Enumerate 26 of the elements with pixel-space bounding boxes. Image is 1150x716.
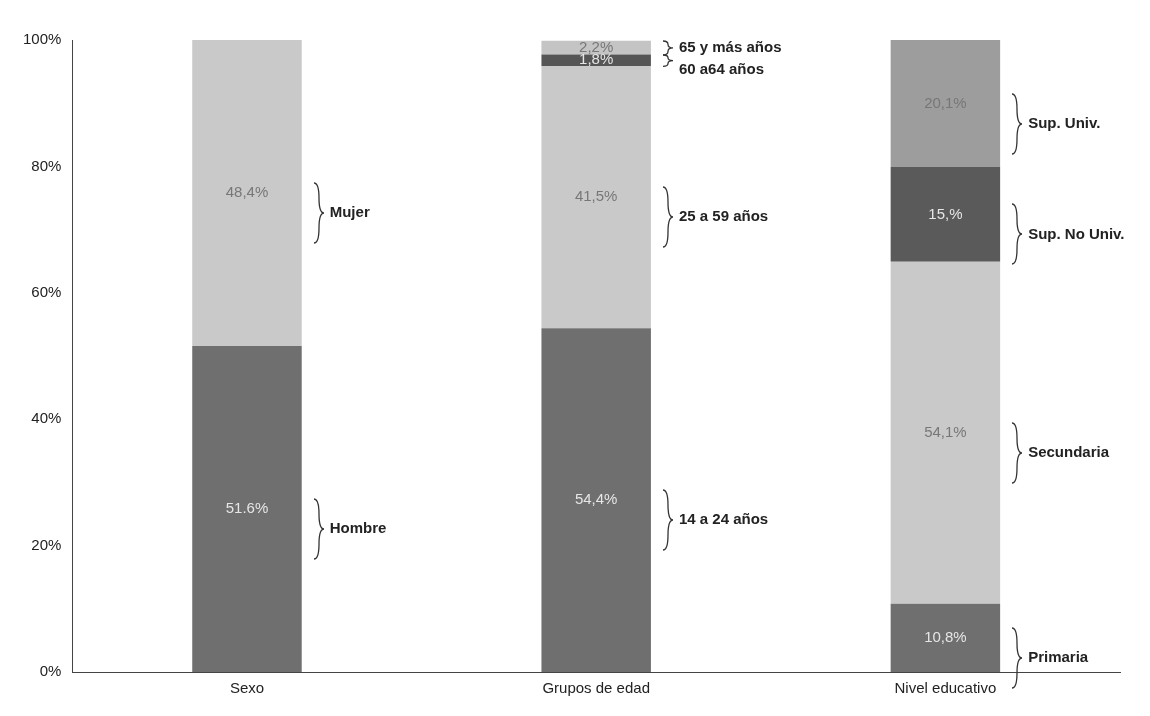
series-label: Sup. Univ. bbox=[1028, 113, 1101, 131]
series-label: 25 a 59 años bbox=[678, 207, 769, 225]
series-label: Primaria bbox=[1028, 648, 1089, 666]
y-tick-label: 60% bbox=[31, 282, 62, 300]
series-label: Mujer bbox=[329, 203, 370, 221]
x-tick-label: Grupos de edad bbox=[542, 679, 650, 697]
series-label: 60 a64 años bbox=[678, 59, 764, 77]
y-tick-label: 80% bbox=[31, 156, 62, 174]
data-label: 51.6% bbox=[225, 499, 269, 517]
y-tick-label: 20% bbox=[31, 535, 62, 553]
x-tick-label: Sexo bbox=[229, 679, 265, 697]
data-label: 10,8% bbox=[924, 628, 967, 646]
data-label: 15,% bbox=[928, 204, 963, 222]
series-label: 65 y más años bbox=[678, 37, 782, 55]
data-label: 48,4% bbox=[225, 183, 269, 201]
series-label: Hombre bbox=[329, 519, 387, 537]
data-label: 54,4% bbox=[574, 490, 618, 508]
series-label: Secundaria bbox=[1028, 442, 1110, 460]
y-tick-label: 0% bbox=[39, 662, 62, 680]
series-label: Sup. No Univ. bbox=[1028, 224, 1125, 242]
x-tick-label: Nivel educativo bbox=[894, 679, 997, 697]
y-tick-label: 40% bbox=[31, 409, 62, 427]
y-tick-label: 100% bbox=[22, 30, 62, 48]
data-label: 54,1% bbox=[924, 422, 967, 440]
data-label: 41,5% bbox=[574, 187, 618, 205]
series-label: 14 a 24 años bbox=[678, 510, 769, 528]
